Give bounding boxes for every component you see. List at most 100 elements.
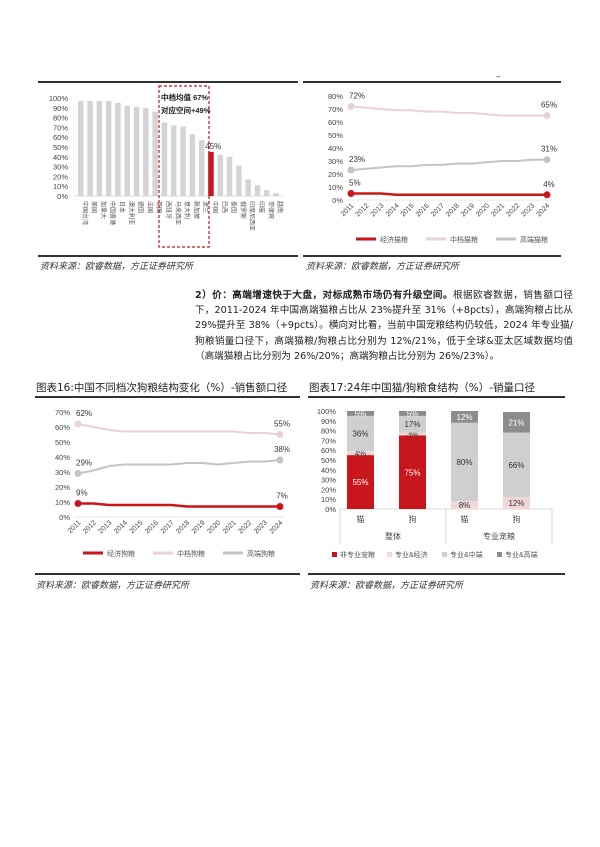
data-label: 45% <box>205 142 221 151</box>
y-tick-label: 30% <box>321 476 336 485</box>
annotation-text: 中档均值 67% <box>161 92 208 102</box>
legend-label: 专业&中端 <box>450 550 483 559</box>
bar-印度尼西亚 <box>245 179 251 196</box>
x-tick-label: 印度尼西亚 <box>248 201 256 231</box>
data-label: 38% <box>274 445 290 454</box>
paragraph-body: 根据欧睿数据，销售额口径下，2011-2024 年中国高端猫粮占比从 23%提升… <box>195 290 573 362</box>
x-tick-label: 2012 <box>82 519 98 535</box>
x-tick-label: 2024 <box>535 202 551 218</box>
series-line-经济狗粮 <box>78 502 280 508</box>
data-label: 12% <box>456 413 472 422</box>
y-tick-label: 60% <box>53 133 68 142</box>
y-tick-label: 20% <box>53 172 68 181</box>
x-tick-label: 2013 <box>370 202 386 218</box>
x-tick-label: 2015 <box>129 519 145 535</box>
y-tick-label: 10% <box>321 495 336 504</box>
x-tick-label: 新加坡 <box>192 201 200 219</box>
data-label: 75% <box>404 468 420 477</box>
group-label: 专业宠粮 <box>483 531 515 541</box>
y-tick-label: 20% <box>321 485 336 494</box>
bar-中国香港 <box>105 100 112 196</box>
y-tick-label: 0% <box>332 196 343 205</box>
stacked-segment-专业&高端 <box>347 411 374 416</box>
stacked-segment-专业&经济 <box>347 451 374 456</box>
y-tick-label: 10% <box>55 498 70 507</box>
stacked-segment-专业&中端 <box>347 415 374 452</box>
x-tick-label: 2014 <box>385 202 401 218</box>
x-tick-label: 猫 <box>461 514 469 524</box>
data-label: 55% <box>352 478 368 487</box>
x-tick-label: 2022 <box>237 519 253 535</box>
x-tick-label: 2019 <box>460 202 476 218</box>
bar-马来西亚 <box>171 125 177 196</box>
chart-source: 资料来源：欧睿数据，方正证券研究所 <box>310 581 464 591</box>
chart-title: 图表16:中国不同档次狗粮结构变化（%）-销售额口径 <box>36 382 288 394</box>
dog-food-structure-chart: 70%60%50%40%30%20%10%0%2011 2012 2013 2014 2… <box>55 408 290 558</box>
chart-bottom-rule <box>38 255 298 257</box>
mid-tier-highlight-box <box>158 85 210 248</box>
x-tick-label: 波兰 <box>202 201 210 213</box>
stacked-segment-专业&中端 <box>399 415 426 433</box>
x-tick-label: 2018 <box>175 519 191 535</box>
legend-label: 中档狗粮 <box>177 549 205 558</box>
data-label: 17% <box>404 420 420 429</box>
y-tick-label: 20% <box>55 483 70 492</box>
data-label: 31% <box>541 145 557 154</box>
data-label: 72% <box>349 91 365 100</box>
legend-label: 专业&经济 <box>395 550 428 559</box>
data-label: 3% <box>407 430 419 439</box>
bar-印度 <box>254 185 261 196</box>
y-tick-label: 80% <box>53 114 68 123</box>
x-tick-label: 2019 <box>191 519 207 535</box>
y-tick-label: 10% <box>53 182 68 191</box>
stacked-segment-专业&中端 <box>503 432 530 498</box>
y-tick-label: 60% <box>321 446 336 455</box>
stacked-segment-专业&经济 <box>399 432 426 436</box>
x-tick-label: 2015 <box>400 202 416 218</box>
data-label: 80% <box>456 458 472 467</box>
x-tick-label: 印度 <box>257 201 265 213</box>
stacked-segment-专业&高端 <box>451 411 478 423</box>
data-label: 5% <box>407 409 419 418</box>
x-tick-label: 2017 <box>430 202 446 218</box>
data-label: 66% <box>508 461 524 470</box>
chart-source: 资料来源：欧睿数据，方正证券研究所 <box>36 581 190 591</box>
y-tick-label: 40% <box>55 453 70 462</box>
chart-top-rule <box>35 396 300 398</box>
x-tick-label: 加拿大 <box>99 201 107 219</box>
y-tick-label: 70% <box>321 436 336 445</box>
bar-泰国 <box>226 156 233 196</box>
legend-label: 经济狗粮 <box>107 549 135 558</box>
y-tick-label: 80% <box>328 92 343 101</box>
bar-俄罗斯 <box>236 165 242 196</box>
legend-label: 中档猫粮 <box>450 235 478 244</box>
y-tick-label: 60% <box>328 118 343 127</box>
chart-top-rule <box>303 81 561 83</box>
x-tick-label: 巴西 <box>220 201 227 213</box>
y-tick-label: 50% <box>55 438 70 447</box>
x-tick-label: 中国台湾 <box>81 201 89 225</box>
x-tick-label: 马来西亚 <box>174 201 182 225</box>
global-premium-share-chart: 100%90%80%70%60%50%40%30%20%10%0% 中国台湾 美国加… <box>49 85 284 248</box>
y-tick-label: 50% <box>321 456 336 465</box>
y-tick-label: 20% <box>328 170 343 179</box>
x-tick-label: 中国 <box>211 201 219 213</box>
data-point <box>74 470 82 477</box>
data-label: 65% <box>541 101 557 110</box>
y-tick-label: 60% <box>55 423 70 432</box>
y-tick-label: 30% <box>55 468 70 477</box>
stacked-segment-非专业宠粮 <box>399 435 426 509</box>
y-tick-label: 70% <box>53 123 68 132</box>
series-line-中档猫粮 <box>350 105 547 117</box>
y-tick-label: 70% <box>328 105 343 114</box>
y-tick-label: 70% <box>55 408 70 417</box>
bar-英国 <box>152 111 158 196</box>
body-paragraph: 2）价：高端增速快于大盘，对标成熟市场仍有升级空间。根据欧睿数据，销售额口径下，… <box>195 288 573 364</box>
x-tick-label: 猫 <box>357 514 365 524</box>
annotation-text: 对应空间+49% <box>161 105 211 115</box>
chart-bottom-rule <box>35 573 300 575</box>
bar-中国台湾 <box>78 100 84 196</box>
bar-意大利 <box>180 126 186 196</box>
y-tick-label: 80% <box>321 427 336 436</box>
